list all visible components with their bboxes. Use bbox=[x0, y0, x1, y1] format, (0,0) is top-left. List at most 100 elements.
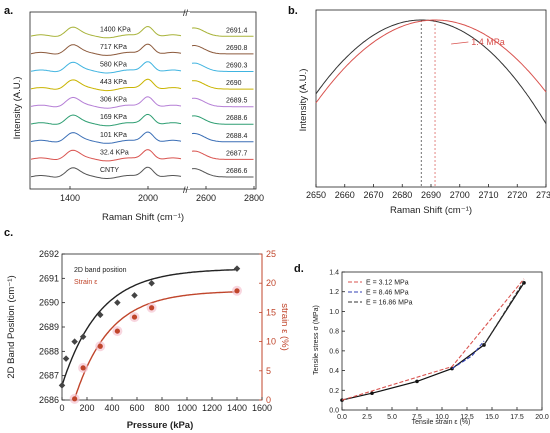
panel-c-strain-point-4 bbox=[131, 314, 138, 320]
panel-a-2d-line-7 bbox=[191, 45, 254, 55]
panel-a-series-label-7: 717 KPa bbox=[100, 44, 127, 51]
panel-c-label: c. bbox=[4, 227, 13, 239]
panel-a-xtick-label-1: 2000 bbox=[138, 193, 158, 203]
panel-c-band-point-2 bbox=[71, 338, 78, 345]
panel-d-fit-line-2 bbox=[483, 280, 525, 346]
panel-c-ylabel: 2D Band Position (cm⁻¹) bbox=[6, 275, 17, 378]
panel-d-ytick-label-2: 0.4 bbox=[329, 368, 339, 375]
panel-d-ytick-label-0: 0.0 bbox=[329, 408, 339, 415]
panel-a-2d-line-3 bbox=[191, 115, 254, 125]
panel-b-xtick-label-1: 2660 bbox=[335, 190, 355, 200]
panel-c-legend-strain: Strain ε bbox=[74, 279, 97, 286]
panel-d-xtick-label-8: 20.0 bbox=[535, 414, 549, 421]
panel-a-peak-label-2: 2688.4 bbox=[226, 133, 248, 140]
panel-d: d. Tensile stress σ (MPa) Tensile strain… bbox=[294, 263, 549, 426]
panel-a-peak-label-3: 2688.6 bbox=[226, 115, 248, 122]
panel-c-strain-point-5 bbox=[149, 305, 155, 311]
panel-c-xtick-label-0: 0 bbox=[59, 403, 64, 413]
panel-b-xtick-label-5: 2700 bbox=[450, 190, 470, 200]
panel-b-frame bbox=[315, 9, 547, 188]
panel-c-ytick-right-label-1: 5 bbox=[266, 366, 271, 376]
panel-c-strain-point-1 bbox=[80, 365, 86, 371]
panel-c-ytick-right-label-3: 15 bbox=[266, 307, 276, 317]
panel-c-strain-point-2 bbox=[97, 343, 103, 349]
panel-d-xtick-label-6: 15.0 bbox=[485, 414, 499, 421]
panel-a-xtick-label-3: 2800 bbox=[244, 193, 264, 203]
panel-a-peak-label-7: 2690.8 bbox=[226, 45, 248, 52]
panel-b-xtick-label-6: 2710 bbox=[478, 190, 498, 200]
panel-c-xlabel: Pressure (kPa) bbox=[127, 420, 194, 431]
panel-a-break-bottom: // bbox=[183, 185, 189, 195]
panel-c-ytick-label-3: 2689 bbox=[39, 322, 59, 332]
panel-c-ytick-right-label-0: 0 bbox=[266, 395, 271, 405]
panel-d-measured-point-0 bbox=[340, 398, 344, 402]
panel-c-ytick-label-1: 2687 bbox=[39, 371, 59, 381]
panel-a-peak-label-8: 2691.4 bbox=[226, 27, 248, 34]
panel-a-ylabel: Intensity (A.U.) bbox=[12, 77, 23, 140]
panel-c-xtick-label-1: 200 bbox=[79, 403, 94, 413]
panel-c: c. 2D Band Position (cm⁻¹) strain ε (%) … bbox=[4, 227, 290, 431]
panel-d-xtick-label-5: 12.5 bbox=[460, 414, 474, 421]
panel-c-strain-point-3 bbox=[114, 328, 120, 334]
panel-d-ytick-label-4: 0.8 bbox=[329, 329, 339, 336]
panel-a-peak-label-4: 2689.5 bbox=[226, 98, 248, 105]
panel-c-xtick-label-8: 1600 bbox=[252, 403, 272, 413]
panel-a-gband-line-7 bbox=[30, 43, 182, 56]
panel-d-fit-line-1 bbox=[451, 340, 485, 370]
panel-c-ytick-label-6: 2692 bbox=[39, 249, 59, 259]
panel-a-2d-line-2 bbox=[191, 132, 254, 143]
panel-a-gband-line-2 bbox=[30, 131, 182, 144]
panel-c-frame bbox=[61, 253, 263, 401]
panel-a-label: a. bbox=[4, 5, 13, 17]
panel-b-label: b. bbox=[288, 5, 298, 17]
panel-b-xtick-label-8: 2730 bbox=[536, 190, 550, 200]
panel-d-xtick-label-2: 5.0 bbox=[387, 414, 397, 421]
panel-a-2d-line-1 bbox=[191, 150, 254, 160]
panel-c-band-point-1 bbox=[62, 355, 70, 362]
panel-b-xtick-label-7: 2720 bbox=[507, 190, 527, 200]
panel-c-ytick-label-2: 2688 bbox=[39, 346, 59, 356]
panel-a-series-label-5: 443 KPa bbox=[100, 79, 127, 86]
panel-d-measured-point-1 bbox=[370, 391, 374, 396]
panel-d-label: d. bbox=[294, 263, 304, 275]
panel-a-2d-line-5 bbox=[191, 80, 254, 90]
panel-a-xtick-label-2: 2600 bbox=[196, 193, 216, 203]
panel-a-gband-line-8 bbox=[30, 25, 182, 39]
panel-c-ytick-right-label-5: 25 bbox=[266, 249, 276, 259]
panel-d-legend-label-1: E = 8.46 MPa bbox=[366, 290, 409, 297]
panel-b-xtick-label-2: 2670 bbox=[363, 190, 383, 200]
panel-d-ytick-label-5: 1.0 bbox=[329, 309, 339, 316]
panel-a-frame bbox=[29, 11, 257, 190]
panel-a: a. Intensity (A.U.) Raman Shift (cm⁻¹) C… bbox=[4, 5, 264, 223]
panel-a-2d-line-4 bbox=[191, 97, 254, 108]
panel-c-ytick-right-label-2: 10 bbox=[266, 337, 276, 347]
panel-c-legend-band: 2D band position bbox=[74, 267, 127, 274]
panel-a-gband-line-1 bbox=[30, 149, 182, 162]
panel-d-xlabel: Tensile strain ε (%) bbox=[412, 419, 471, 426]
panel-a-2d-line-6 bbox=[191, 62, 254, 72]
panel-d-xtick-label-3: 7.5 bbox=[412, 414, 422, 421]
panel-d-ytick-label-3: 0.6 bbox=[329, 348, 339, 355]
panel-a-gband-line-0 bbox=[30, 166, 182, 179]
panel-a-gband-line-3 bbox=[30, 113, 182, 127]
panel-a-series-label-1: 32.4 KPa bbox=[100, 149, 129, 156]
panel-d-measured-point-2 bbox=[415, 379, 419, 384]
panel-b-curve-1 bbox=[315, 19, 547, 104]
panel-d-ylabel: Tensile stress σ (MPa) bbox=[313, 305, 320, 375]
panel-b-xtick-label-3: 2680 bbox=[392, 190, 412, 200]
panel-a-xlabel: Raman Shift (cm⁻¹) bbox=[102, 212, 184, 223]
panel-b-annotation: 1.4 MPa bbox=[471, 37, 505, 47]
panel-d-fit-line-0 bbox=[341, 278, 525, 401]
panel-a-gband-line-6 bbox=[30, 61, 182, 74]
panel-d-ytick-label-6: 1.2 bbox=[329, 289, 339, 296]
panel-c-strain-fit bbox=[73, 291, 236, 400]
panel-c-band-fit bbox=[61, 269, 237, 386]
panel-c-ytick-label-4: 2690 bbox=[39, 298, 59, 308]
panel-b-xtick-label-4: 2690 bbox=[421, 190, 441, 200]
panel-a-peak-label-0: 2686.6 bbox=[226, 168, 248, 175]
panel-b-xlabel: Raman Shift (cm⁻¹) bbox=[390, 205, 472, 216]
panel-c-band-point-5 bbox=[114, 299, 121, 306]
panel-a-xtick-label-0: 1400 bbox=[60, 193, 80, 203]
panel-a-series-label-2: 101 KPa bbox=[100, 132, 127, 139]
